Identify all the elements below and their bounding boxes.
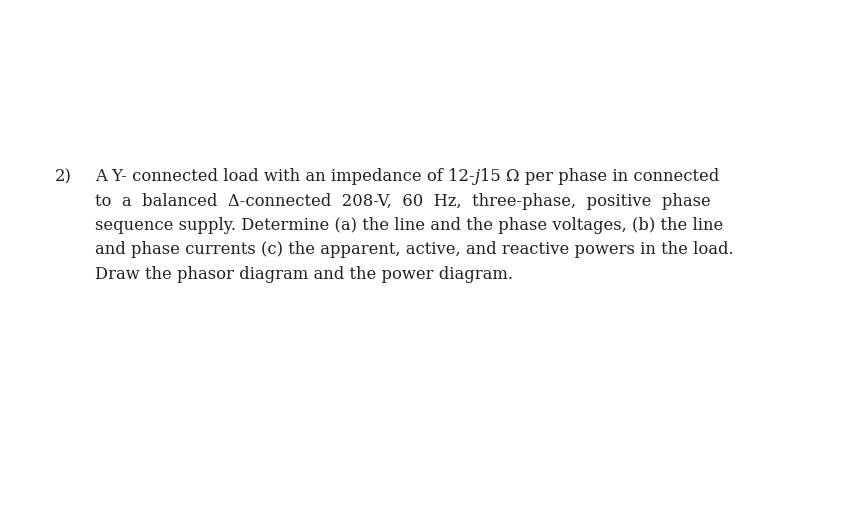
Text: j: j bbox=[475, 168, 480, 185]
Text: A Y- connected load with an impedance of 12-: A Y- connected load with an impedance of… bbox=[95, 168, 475, 185]
Text: Draw the phasor diagram and the power diagram.: Draw the phasor diagram and the power di… bbox=[95, 266, 513, 283]
Text: sequence supply. Determine (a) the line and the phase voltages, (b) the line: sequence supply. Determine (a) the line … bbox=[95, 217, 723, 234]
Text: to  a  balanced  Δ-connected  208-V,  60  Hz,  three-phase,  positive  phase: to a balanced Δ-connected 208-V, 60 Hz, … bbox=[95, 192, 710, 210]
Text: 2): 2) bbox=[55, 168, 72, 185]
Text: 15 Ω per phase in connected: 15 Ω per phase in connected bbox=[480, 168, 719, 185]
Text: and phase currents (c) the apparent, active, and reactive powers in the load.: and phase currents (c) the apparent, act… bbox=[95, 242, 734, 258]
